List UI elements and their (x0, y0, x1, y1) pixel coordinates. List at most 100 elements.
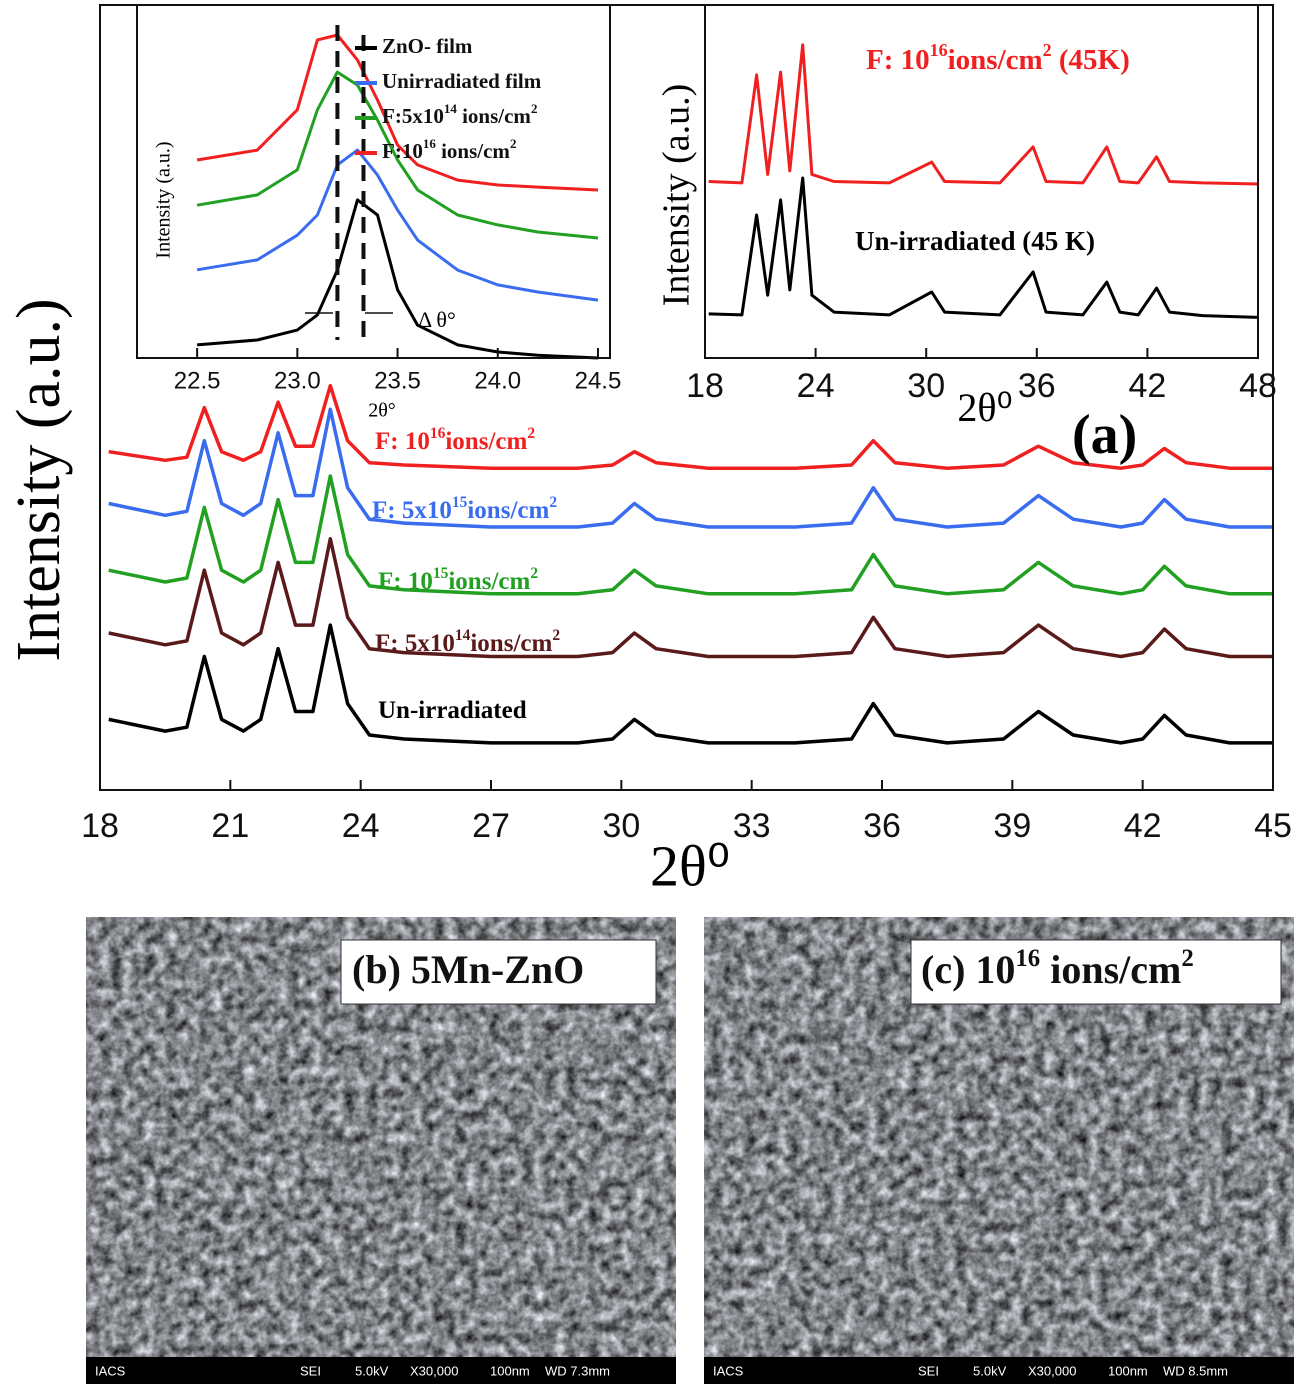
legend-label-part: F:10 (382, 139, 423, 163)
sem-footer-text: X30,000 (1028, 1363, 1076, 1378)
series-label-part: (45K) (1052, 44, 1130, 76)
legend-label: Unirradiated film (382, 69, 542, 93)
series-label: F: 1016ions/cm2 (45K) (866, 40, 1130, 76)
series-label-part: 16 (430, 425, 446, 442)
legend-label-part: ions/cm (457, 104, 532, 128)
sem-footer-text: IACS (713, 1363, 744, 1378)
series-label: F: 5x1015ions/cm2 (372, 494, 557, 524)
x-tick-label: 33 (733, 807, 771, 845)
series-label-part: 16 (930, 40, 948, 60)
plot-frame (704, 4, 1259, 359)
series-line (196, 148, 599, 302)
sem-footer-text: 100nm (1108, 1363, 1148, 1378)
series-line (108, 623, 1273, 745)
legend-label: ZnO- film (382, 34, 473, 58)
series-label-part: ions/cm (448, 568, 530, 595)
y-axis-title: Intensity (a.u.) (5, 298, 73, 661)
x-tick-label: 42 (1128, 367, 1166, 405)
sem-footer-text: 5.0kV (355, 1363, 389, 1378)
series-label-part: 14 (455, 627, 471, 644)
legend-label-part: 16 (423, 136, 437, 151)
legend-label-part: Unirradiated film (382, 69, 542, 93)
x-tick-label: 23.0 (274, 367, 321, 394)
image-label-part: (c) 10 (921, 947, 1015, 992)
series-label-part: ions/cm (470, 630, 552, 657)
x-tick-label: 18 (81, 807, 119, 845)
series-label-part: 2 (530, 565, 538, 582)
series-label-part: F: 10 (866, 44, 930, 76)
series-label-part: F: 10 (378, 568, 433, 595)
x-tick-label: 24.0 (474, 367, 521, 394)
sem-footer-text: WD 8.5mm (1163, 1363, 1228, 1378)
x-axis-title: 2θ° (368, 400, 396, 422)
x-tick-label: 22.5 (174, 367, 221, 394)
series-label-part: 15 (433, 565, 449, 582)
series-label-part: ions/cm (467, 497, 549, 524)
legend-label-part: 2 (510, 136, 517, 151)
x-tick-label: 42 (1124, 807, 1162, 845)
annotation: Δ θ° (418, 307, 456, 332)
sem-footer-text: X30,000 (410, 1363, 458, 1378)
series-line (108, 383, 1273, 470)
x-tick-label: 24 (342, 807, 380, 845)
legend-label: F:1016 ions/cm2 (382, 136, 516, 162)
legend-label-part: ZnO- film (382, 34, 473, 58)
sem-footer-text: WD 7.3mm (545, 1363, 610, 1378)
series-line (708, 43, 1259, 186)
x-tick-label: 24 (797, 367, 835, 405)
x-axis-title: 2θ⁰ (957, 385, 1012, 430)
image-label-part: (b) 5Mn-ZnO (352, 947, 584, 992)
series-label-part: 15 (452, 494, 468, 511)
x-tick-label: 36 (1018, 367, 1056, 405)
plot-frame (136, 4, 611, 359)
series-label-part: F: 5x10 (372, 497, 452, 524)
sem-footer-text: SEI (300, 1363, 321, 1378)
series-line (108, 537, 1273, 659)
x-tick-label: 30 (602, 807, 640, 845)
series-label: F: 1016ions/cm2 (375, 425, 535, 455)
image-label: (b) 5Mn-ZnO (352, 947, 584, 992)
x-tick-label: 36 (863, 807, 901, 845)
x-tick-label: 39 (993, 807, 1031, 845)
plot-frame (99, 4, 1274, 791)
inset-background (137, 5, 610, 358)
x-tick-label: 18 (686, 367, 724, 405)
legend-label-part: 14 (444, 101, 458, 116)
series-label-part: 2 (552, 627, 560, 644)
legend-label-part: ions/cm (436, 139, 511, 163)
legend-label-part: F:5x10 (382, 104, 444, 128)
x-tick-label: 27 (472, 807, 510, 845)
series-label-part: F: 5x10 (375, 630, 455, 657)
y-axis-title: Intensity (a.u.) (153, 141, 175, 258)
series-line (708, 176, 1259, 319)
series-line (196, 70, 599, 240)
image-label: (c) 1016 ions/cm2 (921, 945, 1194, 992)
series-label-part: ions/cm (445, 428, 527, 455)
series-label: F: 5x1014ions/cm2 (375, 627, 560, 657)
series-label: F: 1015ions/cm2 (378, 565, 538, 595)
series-label-part: F: 10 (375, 428, 430, 455)
label-box (910, 939, 1282, 1005)
series-label-part: 2 (549, 494, 557, 511)
x-axis-title: 2θ⁰ (650, 833, 730, 898)
series-line (108, 474, 1273, 596)
series-line (108, 407, 1273, 529)
sem-footer (86, 1357, 676, 1384)
x-tick-label: 48 (1239, 367, 1277, 405)
x-tick-label: 21 (211, 807, 249, 845)
legend-label-part: 2 (531, 101, 538, 116)
x-tick-label: 45 (1254, 807, 1292, 845)
x-tick-label: 30 (907, 367, 945, 405)
label-box (340, 939, 657, 1005)
series-label-part: ions/cm (948, 44, 1043, 76)
panel-label: (a) (1072, 404, 1137, 466)
series-label: Un-irradiated (45 K) (855, 226, 1095, 256)
legend-label: F:5x1014 ions/cm2 (382, 101, 537, 127)
sem-footer-text: 5.0kV (973, 1363, 1007, 1378)
x-tick-label: 23.5 (374, 367, 421, 394)
series-label-part: Un-irradiated (378, 697, 527, 724)
image-label-part: 16 (1015, 945, 1040, 972)
image-label-part: ions/cm (1040, 947, 1181, 992)
sem-footer (704, 1357, 1294, 1384)
